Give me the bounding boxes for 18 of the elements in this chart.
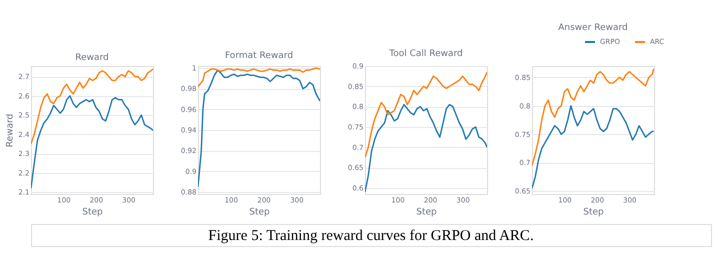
- line-series: [198, 67, 320, 88]
- caption: Figure 5: Training reward curves for GRPO and ARC.: [208, 228, 534, 244]
- chart-title: Tool Call Reward: [388, 49, 463, 59]
- line-series: [532, 105, 654, 190]
- line-series: [31, 95, 153, 189]
- x-axis-title: Step: [249, 208, 270, 218]
- line-series: [198, 69, 320, 188]
- chart-title: Reward: [75, 53, 109, 63]
- chart-title: Format Reward: [224, 51, 294, 62]
- line-series: [532, 68, 654, 166]
- x-axis-title: Step: [82, 208, 104, 218]
- line-series: [365, 71, 487, 158]
- line-series: [31, 68, 153, 145]
- x-axis-title: Step: [416, 208, 438, 218]
- x-axis-title: Step: [583, 208, 604, 218]
- y-axis-title: Reward: [5, 114, 16, 148]
- line-series: [365, 104, 487, 193]
- chart-title: Answer Reward: [558, 23, 628, 33]
